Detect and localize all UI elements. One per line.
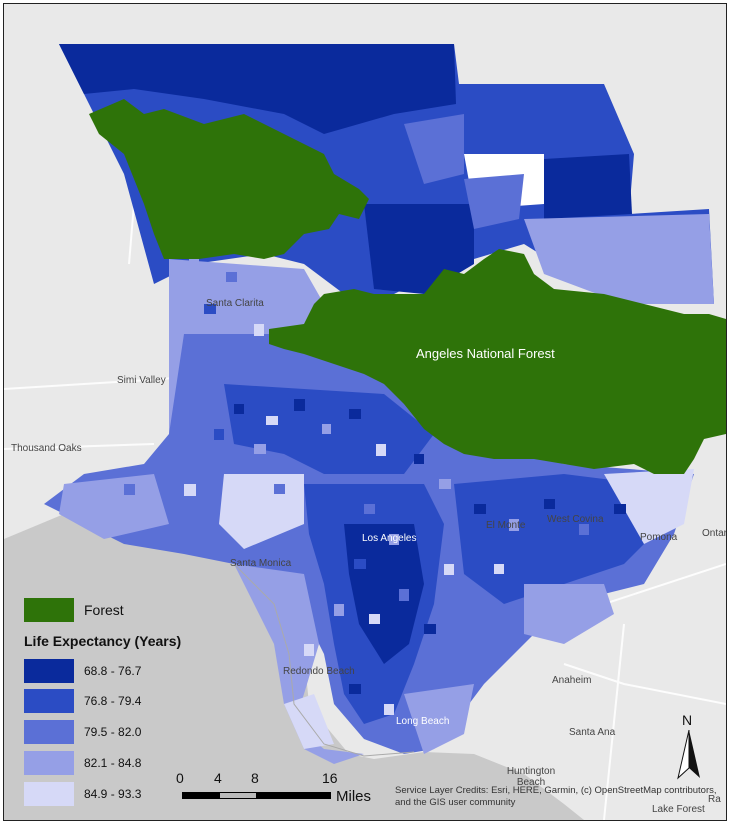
legend-swatch: [24, 659, 74, 683]
place-label-long-beach: Long Beach: [396, 716, 450, 727]
region-north-dark: [59, 44, 456, 134]
place-label-simi-valley: Simi Valley: [117, 375, 166, 386]
service-credits: Service Layer Credits: Esri, HERE, Garmi…: [395, 785, 717, 808]
north-arrow-icon: [677, 730, 700, 780]
north-arrow: N: [676, 712, 702, 782]
scale-tick-label: 8: [251, 770, 259, 786]
scale-segment: [256, 792, 331, 799]
place-label-ontario: Ontar: [702, 528, 727, 539]
region-san-gabriel: [454, 474, 664, 604]
forest-area-west: [89, 99, 369, 259]
legend-label: 84.9 - 93.3: [84, 787, 142, 801]
tract: [404, 684, 474, 754]
legend-swatch-forest: [24, 598, 74, 622]
legend-swatch: [24, 720, 74, 744]
place-label-pomona: Pomona: [640, 532, 678, 543]
legend-label: 76.8 - 79.4: [84, 694, 142, 708]
place-label-ra: Ra: [708, 794, 721, 805]
forest-label-angeles: Angeles National Forest: [416, 346, 555, 361]
place-label-santa-ana: Santa Ana: [569, 727, 616, 738]
place-label-huntington-beach: Huntington Beach: [506, 766, 556, 788]
map-canvas[interactable]: [4, 4, 726, 820]
north-arrow-label: N: [682, 712, 693, 728]
scale-units: Miles: [336, 788, 372, 805]
legend-label: 82.1 - 84.8: [84, 756, 142, 770]
place-label-santa-clarita: Santa Clarita: [206, 298, 264, 309]
scale-segment: [182, 792, 220, 799]
tract: [604, 469, 694, 544]
tract: [544, 154, 632, 219]
tract: [404, 114, 464, 184]
legend-title: Life Expectancy (Years): [24, 633, 182, 649]
region-south-bay: [234, 564, 364, 764]
region-malibu: [59, 474, 169, 539]
place-label-el-monte: El Monte: [486, 520, 526, 531]
place-label-anaheim: Anaheim: [552, 675, 592, 686]
tract-mosaic: [124, 254, 626, 715]
coastline: [233, 563, 415, 757]
scale-tick-label: 0: [176, 770, 184, 786]
place-label-redondo-beach: Redondo Beach: [283, 666, 355, 677]
legend-label-forest: Forest: [84, 602, 124, 618]
legend-label: 79.5 - 82.0: [84, 725, 142, 739]
forest-area-angeles: [269, 249, 726, 474]
legend-label: 68.8 - 76.7: [84, 664, 142, 678]
place-label-thousand-oaks: Thousand Oaks: [11, 443, 82, 454]
scale-tick-label: 16: [322, 770, 338, 786]
scale-segment: [219, 792, 257, 799]
legend-swatch: [24, 782, 74, 806]
tract: [524, 584, 614, 644]
legend-swatch: [24, 689, 74, 713]
scale-tick-label: 4: [214, 770, 222, 786]
legend-swatch: [24, 751, 74, 775]
map-frame: Santa Clarita Simi Valley Thousand Oaks …: [3, 3, 727, 821]
tract: [464, 174, 524, 229]
place-label-west-covina: West Covina: [547, 514, 604, 525]
place-label-lake-forest: Lake Forest: [652, 804, 705, 815]
tract: [524, 214, 714, 304]
place-label-santa-monica: Santa Monica: [230, 558, 292, 569]
place-label-los-angeles: Los Angeles: [362, 533, 417, 544]
